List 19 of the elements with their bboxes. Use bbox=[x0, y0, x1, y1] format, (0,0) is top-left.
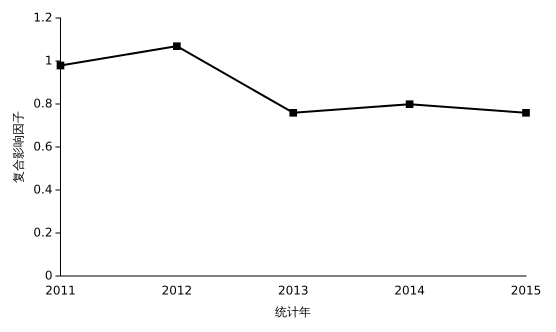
point bbox=[56, 62, 64, 70]
y-tick-label: 0.8 bbox=[33, 96, 52, 110]
y-tick-label: 1 bbox=[44, 53, 52, 68]
y-tick-label: 0.4 bbox=[33, 182, 52, 196]
y-tick-label: 0 bbox=[44, 268, 52, 282]
point bbox=[406, 100, 414, 108]
x-axis-title: 统计年 bbox=[275, 304, 312, 319]
y-tick-label: 0.6 bbox=[33, 139, 52, 154]
x-tick-label: 2012 bbox=[162, 284, 192, 298]
x-tick-label: 2013 bbox=[278, 284, 309, 298]
point bbox=[173, 42, 181, 50]
y-axis-title: 复合影响因子 bbox=[11, 111, 26, 184]
x-tick-label: 2015 bbox=[510, 284, 542, 298]
point bbox=[522, 108, 530, 117]
x-tick-label: 2011 bbox=[45, 284, 76, 298]
y-tick-label: 1.2 bbox=[33, 10, 52, 24]
point bbox=[289, 108, 298, 117]
x-tick-label: 2014 bbox=[394, 284, 425, 298]
y-tick-label: 0.2 bbox=[33, 225, 52, 240]
